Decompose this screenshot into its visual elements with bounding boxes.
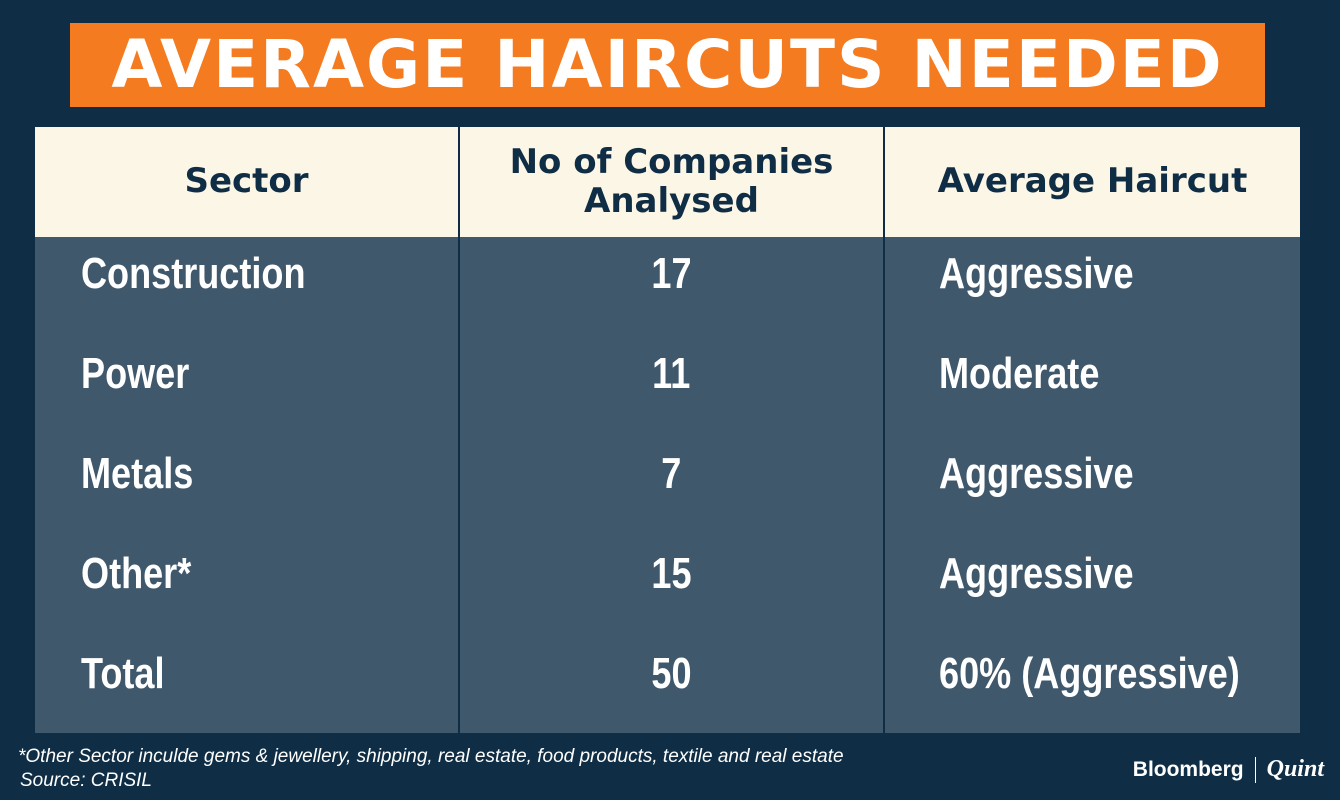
table-row: Power 11 Moderate (35, 324, 1300, 424)
title-banner: AVERAGE HAIRCUTS NEEDED (70, 23, 1265, 107)
table-row: Construction 17 Aggressive (35, 224, 1300, 324)
header-sector: Sector (35, 127, 458, 237)
haircut-metals: Aggressive (939, 449, 1134, 498)
cell-sector: Construction (81, 224, 451, 324)
sector-power: Power (81, 349, 190, 398)
table-row: Metals 7 Aggressive (35, 424, 1300, 524)
cell-companies: 7 (460, 424, 883, 524)
sector-metals: Metals (81, 449, 194, 498)
companies-construction: 17 (651, 249, 692, 298)
column-divider (458, 127, 460, 733)
chart-title: AVERAGE HAIRCUTS NEEDED (111, 26, 1224, 103)
logo-bloomberg: Bloomberg (1132, 757, 1244, 781)
cell-haircut: 60% (Aggressive) (939, 624, 1299, 724)
header-companies-line1: No of Companies (509, 141, 834, 182)
cell-haircut: Moderate (939, 324, 1299, 424)
source-note: Source: CRISIL (20, 770, 152, 791)
header-companies-line2: Analysed (584, 181, 759, 221)
haircut-power: Moderate (939, 349, 1100, 398)
sector-construction: Construction (81, 249, 306, 298)
cell-companies: 17 (460, 224, 883, 324)
companies-power: 11 (652, 349, 691, 398)
table-row: Other* 15 Aggressive (35, 524, 1300, 624)
table-header-row: Sector No of Companies Analysed Average … (35, 127, 1300, 237)
publisher-logo: Bloomberg Quint (1133, 756, 1324, 783)
sector-total: Total (81, 649, 165, 698)
cell-companies: 50 (460, 624, 883, 724)
logo-quint: Quint (1266, 756, 1324, 782)
cell-sector: Power (81, 324, 451, 424)
cell-sector: Metals (81, 424, 451, 524)
header-haircut-label: Average Haircut (937, 161, 1248, 202)
header-haircut: Average Haircut (885, 127, 1300, 237)
logo-divider (1254, 756, 1256, 783)
header-companies: No of Companies Analysed (460, 127, 883, 237)
haircut-construction: Aggressive (939, 249, 1134, 298)
table-body: Construction 17 Aggressive Power 11 Mode… (35, 237, 1300, 733)
haircut-other: Aggressive (939, 549, 1134, 598)
haircut-table: Sector No of Companies Analysed Average … (35, 127, 1300, 733)
header-sector-label: Sector (184, 161, 309, 202)
cell-haircut: Aggressive (939, 524, 1299, 624)
table-row: Total 50 60% (Aggressive) (35, 624, 1300, 724)
companies-total: 50 (651, 649, 692, 698)
companies-other: 15 (651, 549, 692, 598)
footnote: *Other Sector inculde gems & jewellery, … (18, 746, 844, 767)
column-divider (883, 127, 885, 733)
cell-sector: Other* (81, 524, 451, 624)
haircut-total: 60% (Aggressive) (939, 649, 1240, 698)
cell-companies: 11 (460, 324, 883, 424)
companies-metals: 7 (661, 449, 682, 498)
cell-sector: Total (81, 624, 451, 724)
cell-haircut: Aggressive (939, 424, 1299, 524)
cell-haircut: Aggressive (939, 224, 1299, 324)
sector-other: Other* (81, 549, 192, 598)
cell-companies: 15 (460, 524, 883, 624)
